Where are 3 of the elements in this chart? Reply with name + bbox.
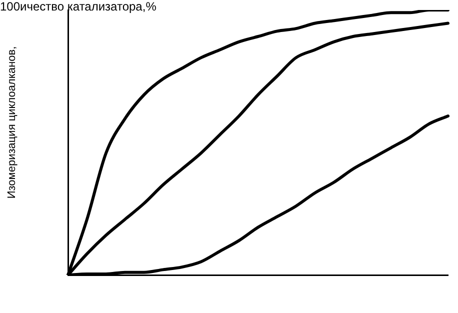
text: 100	[0, 0, 20, 14]
y-axis-title: Изомеризация циклоалканов,	[6, 46, 18, 199]
x-axis-title: ичество катализатора,%	[20, 0, 157, 14]
